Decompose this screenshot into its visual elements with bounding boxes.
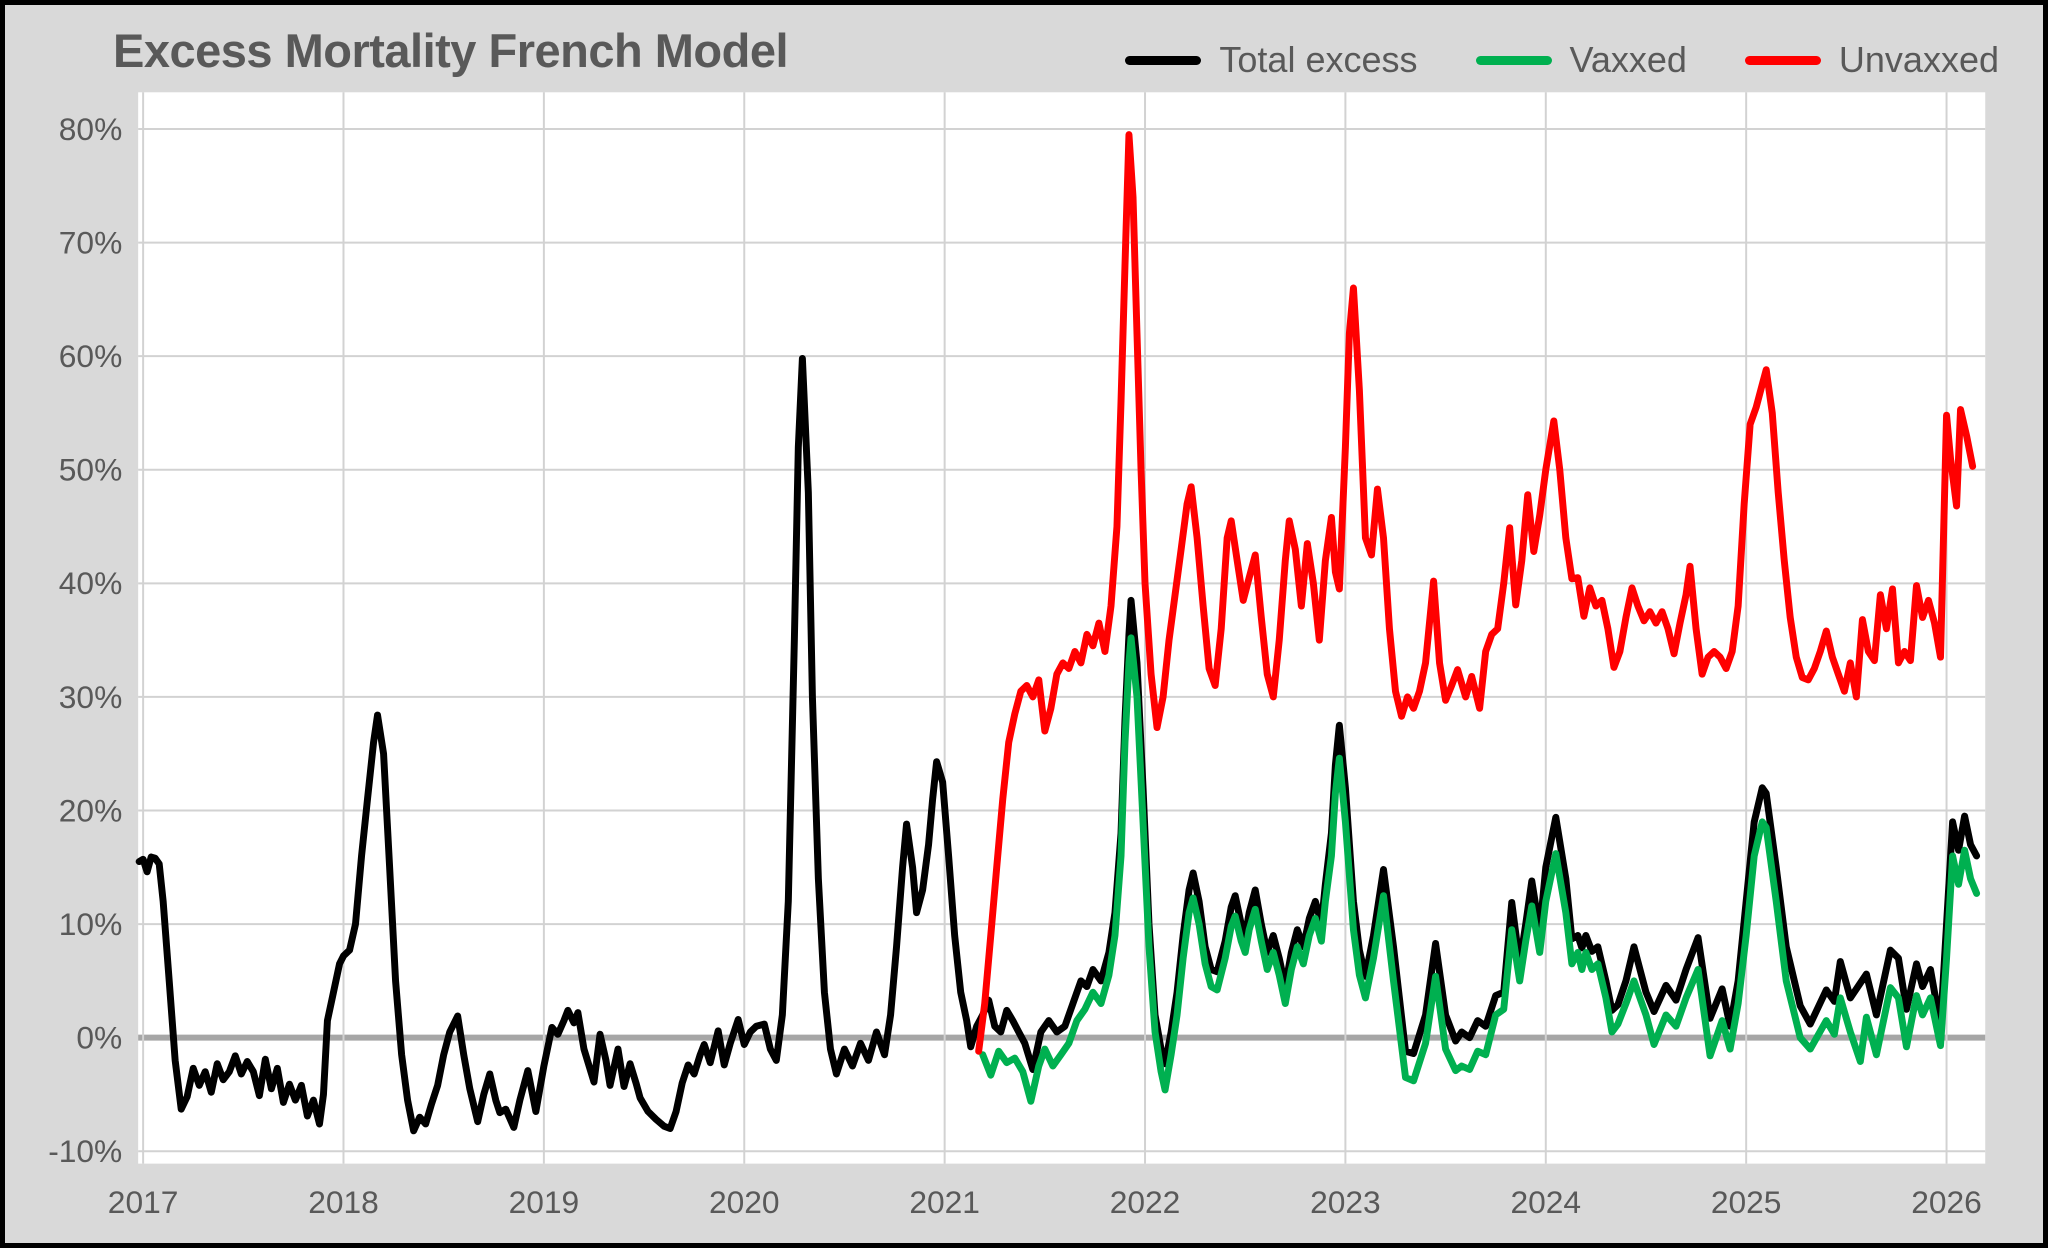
y-tick-label: 60% [59, 338, 123, 374]
chart-title: Excess Mortality French Model [113, 24, 789, 77]
x-tick-label: 2020 [709, 1184, 780, 1220]
series-line-vaxxed [979, 634, 1981, 1105]
x-tick-label: 2026 [1911, 1184, 1982, 1220]
series-line-total-excess [135, 354, 1981, 1135]
excess-mortality-chart: 80% 70% 60% 50% 40% 30% 20% 10% 0% -10% 2017 2018 20… [48, 92, 1986, 1220]
x-tick-label: 2024 [1510, 1184, 1581, 1220]
y-tick-label: 70% [59, 224, 123, 260]
x-tick-label: 2018 [308, 1184, 379, 1220]
x-tick-label: 2019 [509, 1184, 580, 1220]
y-tick-label: 40% [59, 565, 123, 601]
x-tick-label: 2025 [1711, 1184, 1782, 1220]
legend-label: Total excess [1219, 39, 1418, 80]
y-tick-label: 20% [59, 792, 123, 828]
x-tick-label: 2021 [909, 1184, 980, 1220]
y-tick-label: 80% [59, 111, 123, 147]
y-tick-label: 30% [59, 679, 123, 715]
vaxxed-line-swatch [1475, 55, 1552, 65]
x-tick-label: 2022 [1110, 1184, 1181, 1220]
legend: Total excess Vaxxed Unvaxxed [1125, 39, 1999, 81]
legend-item-vaxxed: Vaxxed [1475, 39, 1687, 81]
y-tick-label: -10% [48, 1133, 122, 1169]
legend-label: Vaxxed [1569, 39, 1687, 80]
legend-item-total-excess: Total excess [1125, 39, 1418, 81]
y-tick-label: 10% [59, 906, 123, 942]
unvaxxed-line-swatch [1744, 55, 1821, 65]
total-excess-line-swatch [1125, 55, 1202, 65]
y-tick-label: 0% [76, 1020, 122, 1056]
legend-label: Unvaxxed [1838, 39, 1999, 80]
y-tick-label: 50% [59, 452, 123, 488]
series-line-unvaxxed [975, 131, 1977, 1055]
legend-item-unvaxxed: Unvaxxed [1744, 39, 1999, 81]
x-tick-label: 2023 [1310, 1184, 1381, 1220]
x-tick-label: 2017 [108, 1184, 179, 1220]
